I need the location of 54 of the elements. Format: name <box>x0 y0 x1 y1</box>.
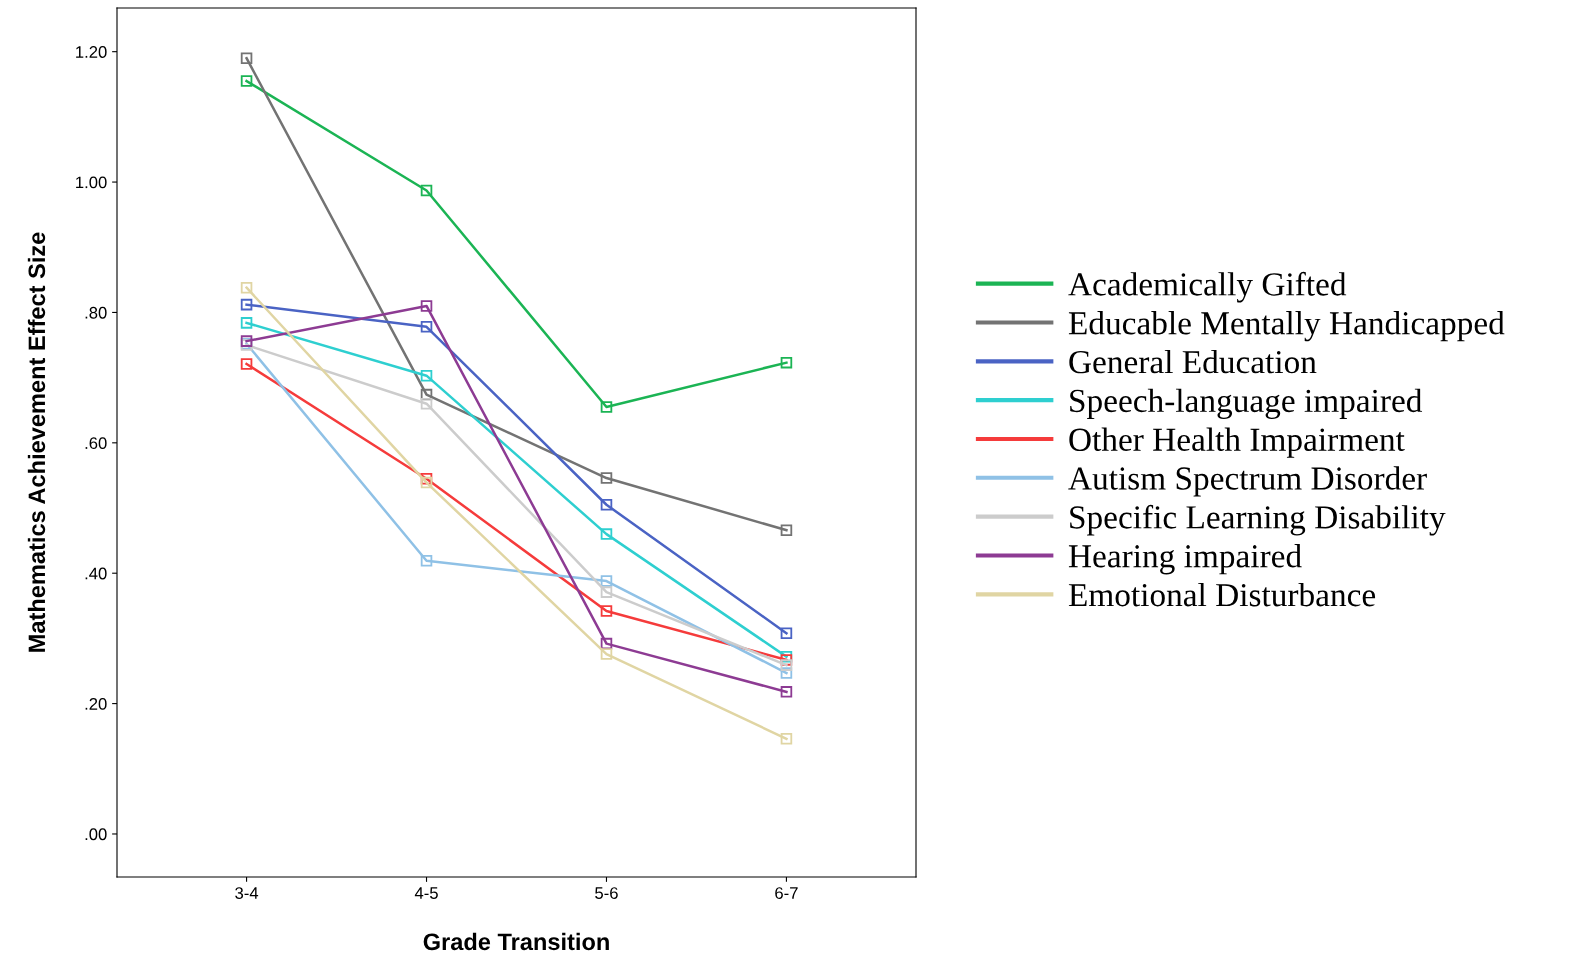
legend-label: Speech-language impaired <box>1070 388 1423 419</box>
point <box>420 555 433 567</box>
point <box>240 281 253 294</box>
point <box>240 75 253 87</box>
legend-label: Specific Learning Disability <box>1070 504 1446 536</box>
point <box>420 476 433 489</box>
legend-label: Educable Mentally Handicapped <box>1068 311 1505 342</box>
x-tick-label: 3-4 <box>235 887 259 899</box>
point <box>600 637 613 650</box>
point <box>420 300 433 312</box>
point <box>780 654 793 666</box>
x-axis-title: Grade Transition <box>423 932 609 951</box>
point <box>420 472 433 485</box>
legend-label: General Education <box>1069 349 1317 374</box>
point <box>420 184 433 197</box>
x-tick-label: 4-5 <box>414 887 438 899</box>
point <box>600 575 613 587</box>
y-tick-label: 1.20 <box>76 46 107 58</box>
point <box>240 52 253 64</box>
point <box>420 388 433 401</box>
legend-label: Emotional Disturbance <box>1068 582 1376 607</box>
point <box>420 369 433 382</box>
y-tick-label: 1.00 <box>76 176 107 189</box>
point <box>420 397 433 410</box>
x-tick-label: 5-6 <box>595 887 618 899</box>
point <box>600 528 613 540</box>
point <box>240 298 253 311</box>
legend-label: Academically Gifted <box>1068 271 1347 303</box>
point <box>600 401 613 413</box>
legend-label: Autism Spectrum Disorder <box>1068 466 1427 497</box>
point <box>240 358 253 370</box>
point <box>240 317 253 329</box>
point <box>780 686 793 698</box>
point <box>600 648 613 660</box>
y-tick-label: .40 <box>85 567 107 580</box>
point <box>600 498 613 511</box>
x-tick-label: 6-7 <box>775 887 798 899</box>
y-tick-label: .20 <box>85 697 107 710</box>
point <box>780 733 793 745</box>
point <box>780 659 793 671</box>
y-axis-title: Mathematics Achievement Effect Size <box>27 232 46 652</box>
point <box>780 627 793 639</box>
point <box>600 472 613 484</box>
point <box>780 524 793 536</box>
point <box>600 586 613 598</box>
y-tick-label: .00 <box>85 828 107 841</box>
y-tick-label: .80 <box>85 306 107 319</box>
point <box>600 605 613 617</box>
legend-label: Other Health Impairment <box>1069 427 1405 458</box>
point <box>780 667 793 679</box>
point <box>780 356 793 369</box>
legend-label: Hearing impaired <box>1068 544 1302 575</box>
y-tick-label: .60 <box>85 437 107 450</box>
point <box>420 321 433 333</box>
